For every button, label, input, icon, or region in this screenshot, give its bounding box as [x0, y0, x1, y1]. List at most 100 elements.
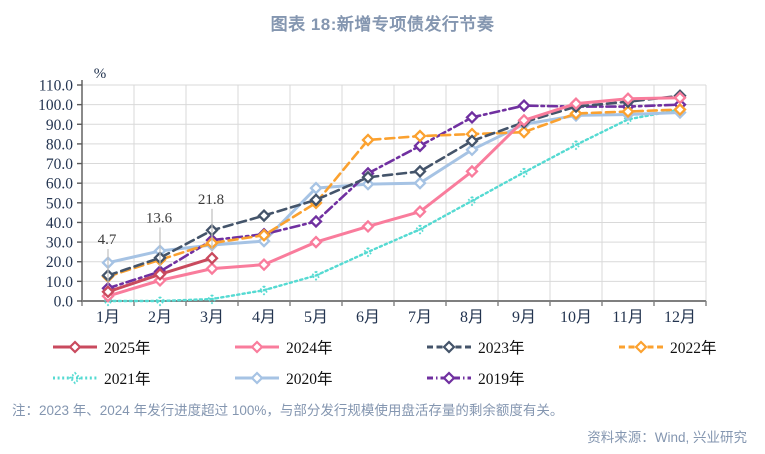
data-marker — [361, 177, 375, 191]
y-axis-label: 50.0 — [46, 195, 73, 212]
data-marker — [413, 139, 427, 153]
chart-legend: 2025年 2024年 2023年 2022年 2021年 2020年 2019年 — [52, 336, 742, 389]
y-axis-label: 10.0 — [46, 274, 73, 291]
data-marker — [206, 293, 218, 305]
series-line — [106, 96, 682, 298]
legend-swatch — [53, 340, 97, 354]
data-marker — [413, 176, 427, 190]
data-marker — [257, 208, 271, 223]
x-axis-label: 10月 — [560, 309, 592, 326]
legend-item-2024年: 2024年 — [234, 336, 426, 358]
y-axis-label: 80.0 — [46, 136, 73, 153]
data-marker — [361, 133, 375, 147]
data-marker — [205, 261, 219, 276]
series-2025年 — [101, 251, 219, 299]
legend-item-2022年: 2022年 — [618, 336, 742, 358]
chart-title: 图表 18:新增专项债发行节奏 — [270, 15, 495, 34]
data-marker — [258, 284, 270, 296]
data-marker — [673, 102, 687, 117]
legend-swatch — [427, 371, 471, 385]
data-marker — [257, 228, 271, 242]
y-axis-label: 70.0 — [46, 156, 73, 173]
data-marker — [466, 195, 478, 207]
legend-swatch — [53, 371, 97, 385]
annotation-label: 13.6 — [146, 210, 173, 226]
data-marker — [101, 285, 115, 299]
data-marker — [569, 97, 583, 111]
x-axis-label: 6月 — [356, 309, 380, 326]
data-marker — [465, 164, 479, 179]
legend-label: 2024年 — [286, 340, 333, 357]
legend-label: 2019年 — [478, 371, 525, 388]
data-marker — [517, 98, 531, 113]
data-marker — [673, 91, 687, 105]
data-marker — [153, 267, 167, 281]
data-marker — [570, 139, 582, 151]
data-marker — [413, 164, 427, 179]
annotation-label: 4.7 — [98, 232, 117, 248]
x-axis-label: 11月 — [612, 309, 643, 326]
legend-label: 2021年 — [104, 371, 151, 388]
data-marker — [257, 258, 271, 272]
legend-item-2025年: 2025年 — [52, 336, 234, 358]
line-chart: 0.0 10.0 20.0 30.0 40.0 50.0 60.0 70.0 80.0 90.0 1… — [38, 66, 707, 326]
data-marker — [465, 143, 479, 157]
data-marker — [517, 125, 531, 139]
y-axis-label: 90.0 — [46, 117, 73, 134]
series-line — [106, 108, 682, 278]
legend-label: 2022年 — [670, 340, 717, 357]
data-marker — [465, 110, 479, 125]
data-marker — [361, 170, 375, 184]
legend-label: 2020年 — [286, 371, 333, 388]
data-marker — [413, 205, 427, 219]
x-axis-label: 9月 — [512, 309, 536, 326]
legend-swatch — [235, 371, 279, 385]
data-source: 资料来源：Wind, 兴业研究 — [587, 430, 747, 445]
data-marker — [205, 251, 219, 265]
legend-label: 2023年 — [478, 340, 525, 357]
x-axis-label: 8月 — [460, 309, 484, 326]
y-axis-unit: % — [94, 66, 107, 82]
data-marker — [413, 129, 427, 143]
data-marker — [517, 113, 531, 127]
legend-swatch — [427, 340, 471, 354]
chart-note: 注：2023 年、2024 年发行进度超过 100%，与部分发行规模使用盘活存量… — [12, 403, 564, 418]
data-marker — [569, 106, 583, 121]
y-axis-label: 110.0 — [39, 78, 74, 95]
y-axis-label: 0.0 — [54, 294, 74, 311]
data-marker — [465, 134, 479, 148]
legend-item-2020年: 2020年 — [234, 367, 426, 389]
x-axis-label: 3月 — [200, 309, 224, 326]
legend-swatch — [235, 340, 279, 354]
data-marker — [362, 246, 374, 258]
legend-item-2023年: 2023年 — [426, 336, 618, 358]
annotation-label: 21.8 — [198, 192, 224, 208]
data-marker — [621, 104, 635, 119]
y-axis-label: 20.0 — [46, 254, 73, 271]
y-axis-label: 60.0 — [46, 176, 73, 193]
x-axis-label: 7月 — [408, 309, 432, 326]
data-marker — [309, 214, 323, 229]
data-marker — [621, 92, 635, 106]
legend-label: 2025年 — [104, 340, 151, 357]
legend-item-2021年: 2021年 — [52, 367, 234, 389]
data-marker — [309, 235, 323, 249]
x-axis-label: 12月 — [664, 309, 696, 326]
x-axis-label: 2月 — [148, 309, 172, 326]
data-marker — [518, 167, 530, 178]
data-marker — [361, 219, 375, 234]
y-axis-label: 30.0 — [46, 235, 73, 252]
data-marker — [309, 193, 323, 207]
x-axis-label: 5月 — [304, 309, 328, 326]
series-line — [106, 94, 682, 277]
data-marker — [309, 181, 323, 195]
series-line — [106, 108, 682, 303]
data-marker — [310, 270, 322, 281]
x-axis-label: 4月 — [252, 309, 276, 326]
x-axis-label: 1月 — [96, 309, 120, 326]
data-marker — [154, 295, 166, 307]
y-axis-label: 100.0 — [38, 97, 73, 114]
data-marker — [414, 223, 426, 235]
legend-swatch — [619, 340, 663, 354]
